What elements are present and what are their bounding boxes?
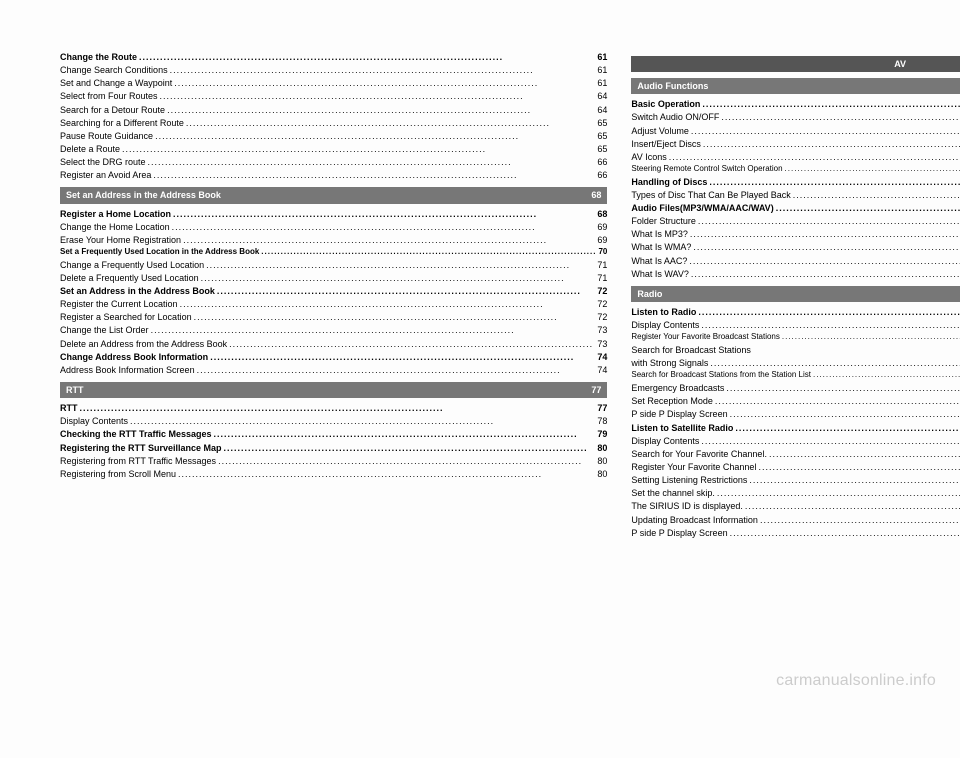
heading-handling-discs: Handling of Discs85 [631,176,960,188]
toc-item: Select from Four Routes64 [60,90,607,102]
heading-register-home: Register a Home Location68 [60,208,607,220]
toc-item: Folder Structure88 [631,215,960,227]
heading-freq-location: Set a Frequently Used Location in the Ad… [60,247,607,258]
toc-item: P side P Display Screen98 [631,408,960,420]
toc-item: Emergency Broadcasts98 [631,382,960,394]
toc-item: Address Book Information Screen74 [60,364,607,376]
section-av: AV [631,56,960,72]
toc-item: What Is AAC?91 [631,255,960,267]
toc-item: Steering Remote Control Switch Operation… [631,164,960,175]
toc-item: Change a Frequently Used Location71 [60,259,607,271]
toc-item: Searching for a Different Route65 [60,117,607,129]
toc-item: Updating Broadcast Information106 [631,514,960,526]
toc-item: Switch Audio ON/OFF81 [631,111,960,123]
watermark: carmanualsonline.info [776,672,936,690]
toc-item: Display Contents94 [631,319,960,331]
toc-item: Display Contents78 [60,415,607,427]
toc-item: Change Search Conditions61 [60,64,607,76]
toc-item: Set Reception Mode98 [631,395,960,407]
toc-item: Delete a Frequently Used Location71 [60,272,607,284]
toc-item: Adjust Volume81 [631,125,960,137]
toc-item: AV Icons83 [631,151,960,163]
heading-rtt-register: Registering the RTT Surveillance Map80 [60,442,607,454]
toc-item: The SIRIUS ID is displayed.106 [631,500,960,512]
toc-item: Set the channel skip.105 [631,487,960,499]
toc-item: What Is MP3?89 [631,228,960,240]
toc-item: Registering from RTT Traffic Messages80 [60,455,607,467]
toc-item: Delete an Address from the Address Book7… [60,338,607,350]
toc-item: Search for a Detour Route64 [60,104,607,116]
toc-item: Register an Avoid Area66 [60,169,607,181]
heading-rtt-check: Checking the RTT Traffic Messages79 [60,428,607,440]
toc-item: Search for Your Favorite Channel.101 [631,448,960,460]
toc-item: P side P Display Screen106 [631,527,960,539]
toc-item: Search for Broadcast Stations from the S… [631,370,960,381]
toc-item: Display Contents100 [631,435,960,447]
heading-rtt: RTT77 [60,402,607,414]
toc-page: Change the Route61 Change Search Conditi… [60,50,900,547]
toc-item: Insert/Eject Discs82 [631,138,960,150]
heading-basic-operation: Basic Operation81 [631,98,960,110]
toc-item: What Is WMA?90 [631,241,960,253]
toc-item: Registering from Scroll Menu80 [60,468,607,480]
toc-item: Setting Listening Restrictions102 [631,474,960,486]
heading-change-addr-info: Change Address Book Information74 [60,351,607,363]
section-rtt: RTT77 [60,382,607,398]
toc-item: Pause Route Guidance65 [60,130,607,142]
toc-item: Register the Current Location72 [60,298,607,310]
toc-item: Change the List Order73 [60,324,607,336]
toc-item: Search for Broadcast Stations [631,344,960,356]
toc-item: What Is WAV?92 [631,268,960,280]
toc-item: Change the Home Location69 [60,221,607,233]
column-2: AV Audio Functions81 Basic Operation81 S… [631,50,960,547]
toc-item: Register Your Favorite Broadcast Station… [631,332,960,343]
heading-set-address: Set an Address in the Address Book72 [60,285,607,297]
toc-item: Set and Change a Waypoint61 [60,77,607,89]
heading-audio-files: Audio Files(MP3/WMA/AAC/WAV)87 [631,202,960,214]
section-radio: Radio93 [631,286,960,302]
section-audio-functions: Audio Functions81 [631,78,960,94]
toc-item: Delete a Route65 [60,143,607,155]
toc-item: Types of Disc That Can Be Played Back86 [631,189,960,201]
heading-listen-radio: Listen to Radio93 [631,306,960,318]
heading-satellite-radio: Listen to Satellite Radio99 [631,422,960,434]
column-1: Change the Route61 Change Search Conditi… [60,50,607,547]
toc-item: Select the DRG route66 [60,156,607,168]
toc-item: Erase Your Home Registration69 [60,234,607,246]
section-address-book: Set an Address in the Address Book68 [60,187,607,203]
toc-item: Register Your Favorite Channel102 [631,461,960,473]
toc-item: Register a Searched for Location72 [60,311,607,323]
heading-change-the-route: Change the Route61 [60,51,607,63]
toc-item: with Strong Signals96 [631,357,960,369]
